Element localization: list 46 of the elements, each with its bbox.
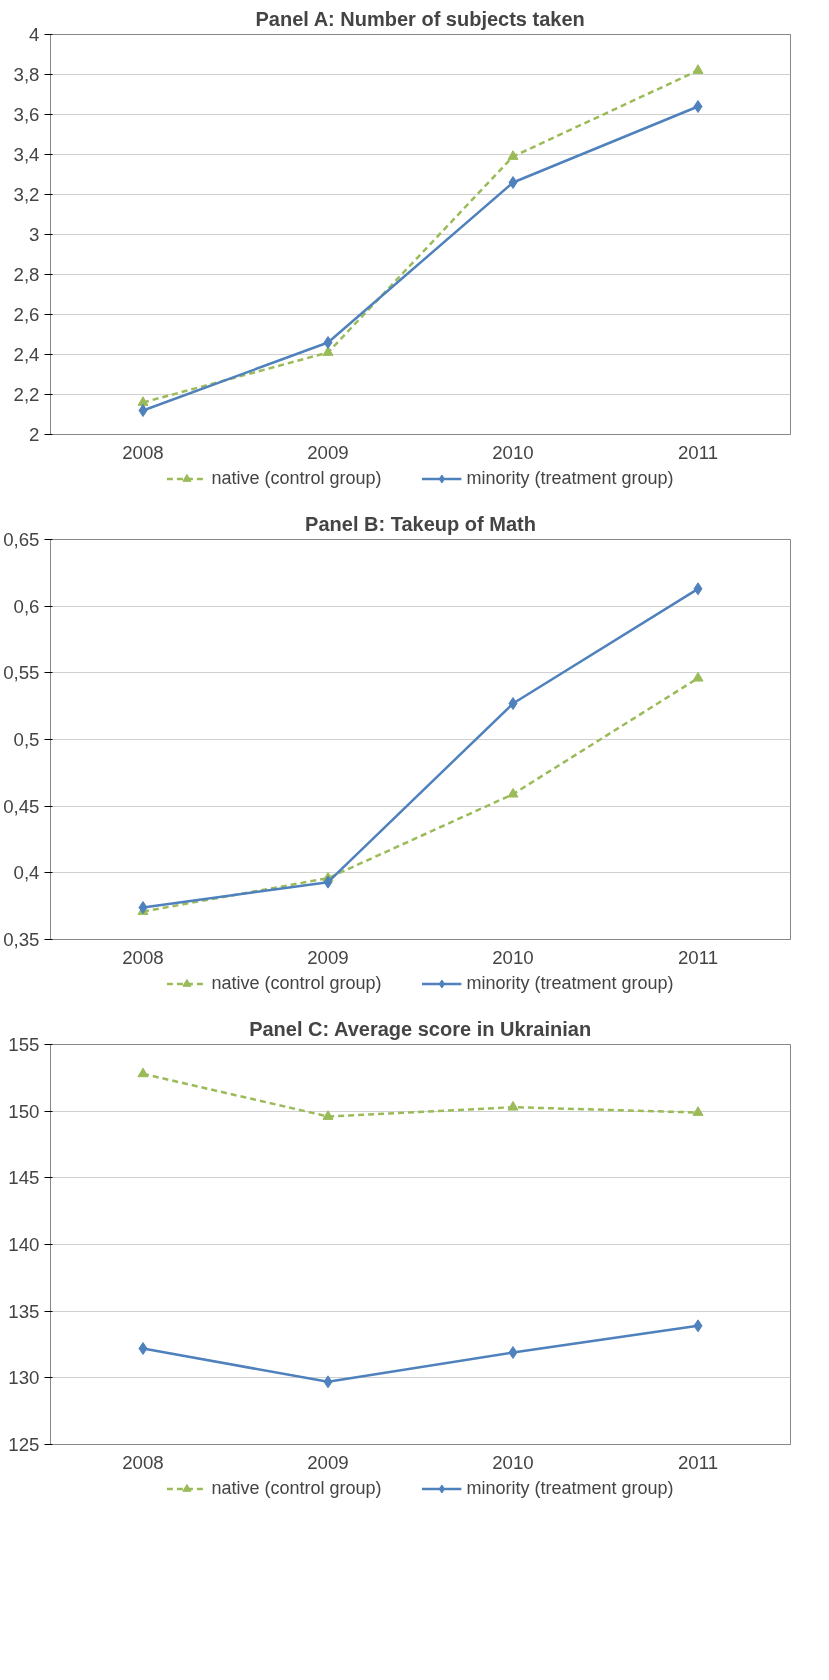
legend-label: minority (treatment group) — [466, 467, 674, 489]
y-tick-label: 3,6 — [13, 104, 40, 125]
y-tick-label: 0,5 — [13, 729, 40, 750]
x-tick-label: 2011 — [677, 1451, 719, 1473]
legend-label: minority (treatment group) — [466, 972, 674, 994]
x-tick-label: 2008 — [122, 1451, 164, 1473]
chart-title: Panel C: Average score in Ukrainian — [249, 1017, 592, 1040]
y-tick-label: 4 — [29, 24, 40, 45]
legend-label: native (control group) — [211, 1477, 382, 1499]
legend-label: native (control group) — [211, 467, 382, 489]
y-tick-label: 0,35 — [3, 929, 40, 950]
y-tick-label: 0,65 — [3, 529, 40, 550]
x-tick-label: 2009 — [307, 441, 349, 463]
y-tick-label: 2,8 — [13, 264, 40, 285]
y-tick-label: 2,2 — [13, 384, 40, 405]
x-tick-label: 2009 — [307, 1451, 349, 1473]
y-tick-label: 3,2 — [13, 184, 40, 205]
x-tick-label: 2009 — [307, 946, 349, 968]
y-tick-label: 135 — [8, 1300, 40, 1322]
chart-title: Panel A: Number of subjects taken — [255, 7, 585, 30]
x-tick-label: 2011 — [677, 946, 719, 968]
y-tick-label: 125 — [8, 1434, 40, 1455]
y-tick-label: 2,4 — [13, 344, 40, 365]
y-tick-label: 3 — [29, 224, 40, 245]
y-tick-label: 150 — [8, 1100, 40, 1122]
legend-label: native (control group) — [211, 972, 382, 994]
y-tick-label: 0,6 — [13, 595, 40, 617]
x-tick-label: 2010 — [492, 946, 534, 968]
legend-label: minority (treatment group) — [466, 1477, 674, 1499]
y-tick-label: 130 — [8, 1367, 40, 1389]
chart-title: Panel B: Takeup of Math — [305, 512, 536, 535]
y-tick-label: 155 — [8, 1034, 40, 1055]
x-tick-label: 2010 — [492, 441, 534, 463]
y-tick-label: 145 — [8, 1167, 40, 1189]
y-tick-label: 0,55 — [3, 662, 40, 684]
y-tick-label: 3,4 — [13, 144, 40, 165]
y-tick-label: 0,45 — [3, 795, 40, 817]
y-tick-label: 2 — [29, 424, 40, 445]
y-tick-label: 2,6 — [13, 304, 40, 325]
x-tick-label: 2008 — [122, 441, 164, 463]
x-tick-label: 2008 — [122, 946, 164, 968]
y-tick-label: 140 — [8, 1234, 40, 1255]
x-tick-label: 2011 — [677, 441, 719, 463]
y-tick-label: 3,8 — [13, 64, 40, 85]
y-tick-label: 0,4 — [13, 862, 40, 884]
x-tick-label: 2010 — [492, 1451, 534, 1473]
